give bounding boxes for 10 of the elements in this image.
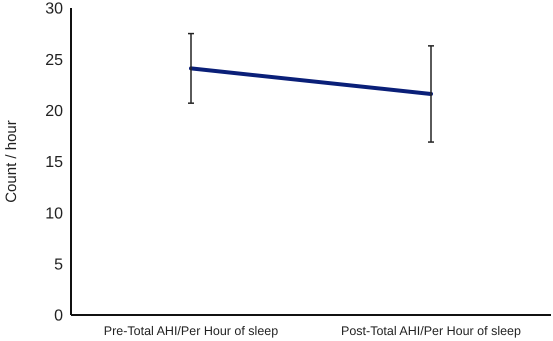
x-tick-label: Pre-Total AHI/Per Hour of sleep — [104, 324, 278, 338]
y-tick-label: 15 — [45, 154, 64, 172]
x-tick-label: Post-Total AHI/Per Hour of sleep — [341, 324, 522, 338]
y-tick-label: 20 — [45, 102, 64, 120]
y-tick-label: 0 — [54, 308, 64, 325]
y-tick-label: 30 — [45, 0, 64, 18]
y-tick-label: 10 — [45, 205, 64, 222]
y-tick-label: 5 — [54, 256, 64, 274]
y-axis-title: Count / hour — [3, 120, 20, 203]
y-tick-label: 25 — [45, 52, 64, 69]
